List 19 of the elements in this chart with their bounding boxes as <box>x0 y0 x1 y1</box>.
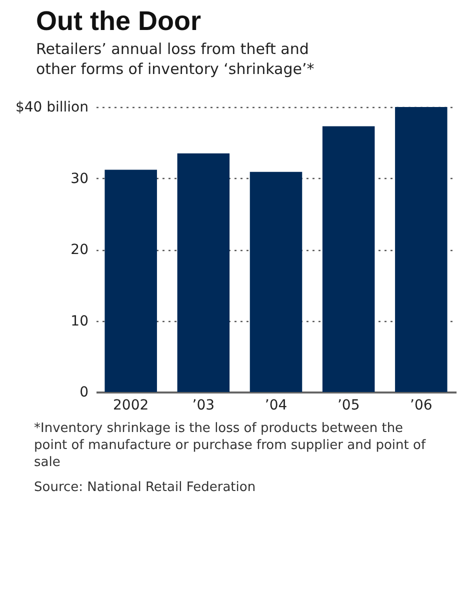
x-tick-label: ’04 <box>264 398 288 414</box>
text: *Inventory shrinkage is the loss of products between the point of manufacture or purchase from supplier and point of sale <box>34 421 427 472</box>
chart-subtitle: Retailers’ annual loss from theft and other forms of inventory ‘shrinkage’* <box>36 40 315 78</box>
y-tick-label: 0 <box>80 384 88 400</box>
bar <box>322 126 375 392</box>
chart-title: Out the Door <box>36 6 202 36</box>
x-tick-label: ’06 <box>410 398 432 414</box>
x-tick-label: ’03 <box>192 398 215 414</box>
bar <box>250 172 302 392</box>
x-tick-label: ’05 <box>337 398 360 414</box>
y-tick-label: 20 <box>70 242 88 258</box>
y-tick-label: $40 billion <box>15 100 88 116</box>
bar <box>177 153 230 392</box>
x-tick-label: 2002 <box>113 398 149 414</box>
source-note: Source: National Retail Federation <box>34 480 257 497</box>
y-tick-label: 30 <box>70 170 88 187</box>
bar <box>395 107 448 392</box>
bar <box>104 170 157 392</box>
y-tick-label: 10 <box>70 313 88 330</box>
